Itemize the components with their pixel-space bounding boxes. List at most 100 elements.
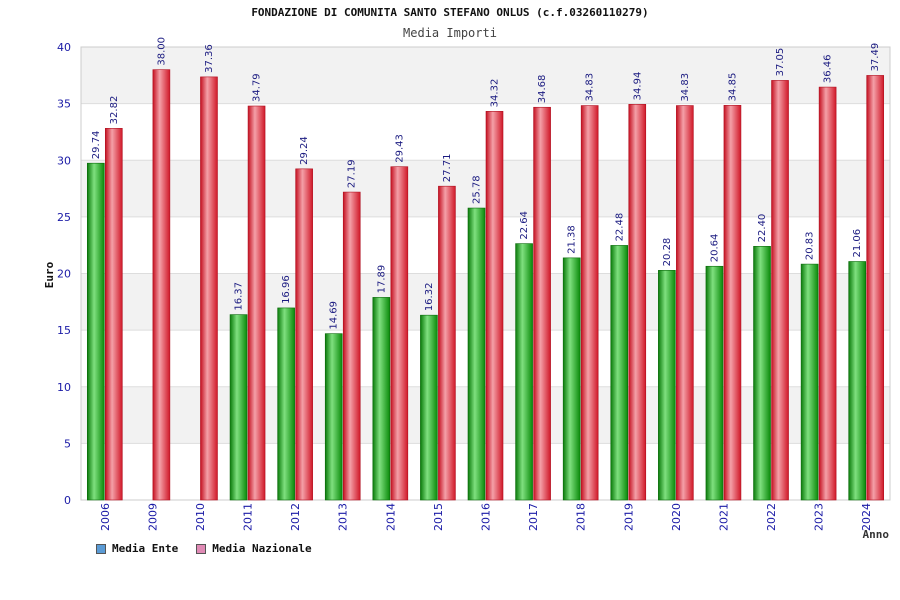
legend-item-media-ente: Media Ente	[96, 542, 178, 555]
x-tick-label: 2015	[432, 503, 445, 531]
data-label: 34.85	[727, 73, 738, 102]
y-tick-label: 30	[57, 154, 71, 167]
data-label: 36.46	[823, 54, 834, 83]
data-label: 32.82	[109, 96, 120, 125]
x-tick-label: 2024	[860, 503, 873, 531]
bar	[420, 314, 438, 501]
bar	[753, 246, 771, 501]
y-axis-label: Euro	[43, 261, 56, 288]
y-tick-label: 5	[64, 437, 71, 450]
bar	[295, 168, 313, 501]
y-tick-label: 15	[57, 324, 71, 337]
plot-frame	[80, 46, 891, 501]
data-label: 38.00	[156, 37, 167, 66]
bar	[771, 80, 789, 501]
bar	[86, 162, 105, 501]
y-axis-ticks: 0 5 10 15 20 25 30 35 40	[57, 41, 71, 507]
x-tick-label: 2023	[813, 503, 826, 531]
x-tick-label: 2020	[670, 503, 683, 531]
x-tick-label: 2014	[384, 503, 397, 531]
data-label: 16.96	[281, 275, 292, 304]
bar	[848, 261, 867, 501]
bar	[200, 76, 218, 501]
legend: Media Ente Media Nazionale	[96, 542, 312, 555]
bar	[800, 263, 819, 501]
bar	[658, 270, 676, 501]
bar	[390, 166, 409, 501]
data-label: 29.43	[394, 134, 405, 163]
bar	[562, 257, 581, 501]
bar	[485, 111, 504, 501]
bar	[610, 245, 629, 501]
bar	[342, 191, 361, 501]
x-tick-label: 2012	[289, 503, 302, 531]
x-tick-label: 2018	[575, 503, 588, 531]
chart-title: FONDAZIONE DI COMUNITA SANTO STEFANO ONL…	[251, 6, 648, 19]
data-label: 37.36	[204, 44, 215, 73]
y-tick-label: 20	[57, 268, 71, 281]
data-label: 27.19	[347, 159, 358, 188]
data-label: 17.89	[376, 265, 387, 294]
data-label: 22.64	[519, 211, 530, 240]
bar	[104, 128, 123, 501]
data-label: 34.94	[632, 72, 643, 101]
legend-swatch	[196, 543, 207, 554]
x-tick-label: 2021	[717, 503, 730, 531]
legend-label: Media Ente	[112, 542, 179, 555]
x-axis-ticks: 2006 2009 2010 2011 2012 2013 2014 2015 2016 2017…	[99, 503, 873, 531]
bar	[324, 333, 343, 501]
bar	[277, 307, 295, 501]
legend-swatch	[96, 543, 106, 554]
data-label: 29.74	[91, 131, 102, 160]
bar	[866, 75, 885, 501]
bar	[628, 104, 647, 501]
y-tick-label: 0	[64, 494, 71, 507]
data-label: 20.28	[662, 238, 673, 267]
data-label: 16.32	[424, 283, 435, 312]
bar	[372, 297, 391, 501]
y-tick-label: 25	[57, 211, 71, 224]
data-label: 34.79	[252, 73, 263, 102]
bar	[247, 105, 266, 501]
x-tick-label: 2010	[194, 503, 207, 531]
data-label: 21.38	[567, 225, 578, 254]
data-label: 22.40	[757, 214, 768, 243]
data-label: 20.64	[709, 234, 720, 263]
bar	[152, 69, 171, 501]
x-tick-label: 2011	[242, 503, 255, 531]
legend-item-media-nazionale: Media Nazionale	[196, 542, 312, 555]
y-tick-label: 40	[57, 41, 71, 54]
data-label: 14.69	[329, 301, 340, 330]
data-label: 22.48	[614, 213, 625, 242]
bar	[515, 243, 533, 501]
bar	[818, 86, 837, 501]
data-label: 34.32	[490, 79, 501, 108]
data-label: 16.37	[234, 282, 245, 311]
x-tick-label: 2016	[480, 503, 493, 531]
data-label: 34.68	[537, 75, 548, 104]
x-tick-label: 2013	[337, 503, 350, 531]
data-label: 27.71	[442, 154, 453, 183]
bar	[229, 314, 248, 501]
y-tick-label: 35	[57, 98, 71, 111]
x-tick-label: 2009	[146, 503, 159, 531]
x-tick-label: 2019	[622, 503, 635, 531]
legend-label: Media Nazionale	[212, 542, 312, 555]
data-label: 34.83	[680, 73, 691, 102]
data-label: 21.06	[852, 229, 863, 258]
data-label: 37.49	[870, 43, 881, 72]
x-tick-label: 2006	[99, 503, 112, 531]
data-label: 20.83	[805, 231, 816, 260]
bar	[533, 106, 551, 501]
chart-subtitle: Media Importi	[403, 26, 497, 40]
x-tick-label: 2022	[765, 503, 778, 531]
x-tick-label: 2017	[527, 503, 540, 531]
bar	[580, 105, 599, 501]
data-label: 29.24	[299, 136, 310, 165]
x-axis-label: Anno	[863, 528, 890, 541]
bar	[676, 105, 694, 501]
bar	[467, 207, 486, 501]
y-tick-label: 10	[57, 381, 71, 394]
bars: 29.74 32.82 38.00 37.36 16.37 34.79 16.96 29.24…	[86, 37, 885, 501]
